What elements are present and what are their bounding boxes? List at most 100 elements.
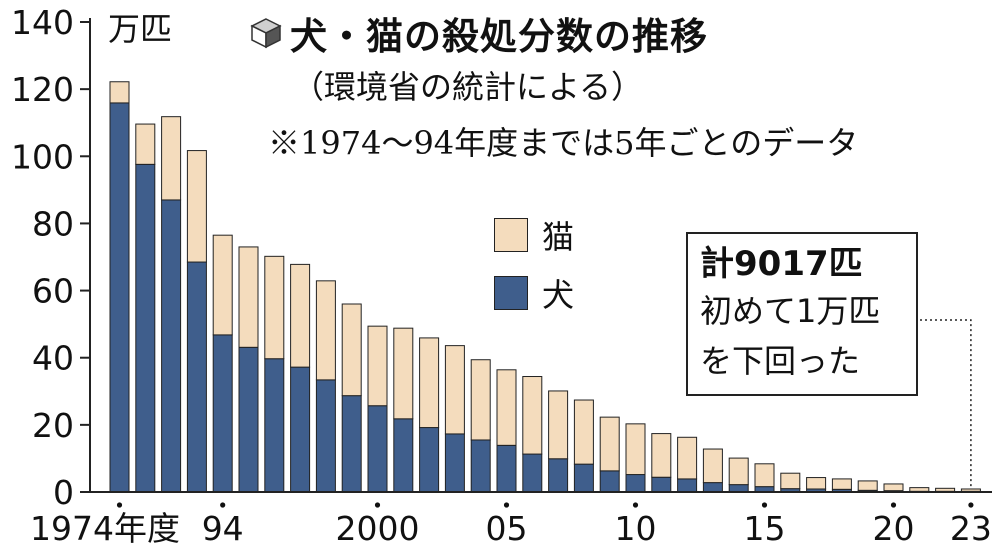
bar-cat <box>806 477 827 490</box>
bar-cat <box>470 359 491 441</box>
y-tick-label: 40 <box>32 339 74 378</box>
y-tick-label: 60 <box>32 272 74 311</box>
x-tick <box>968 502 974 508</box>
x-tick <box>503 502 510 508</box>
bar-dog <box>651 476 672 493</box>
bar-dog <box>315 379 336 493</box>
bar-cat <box>935 487 956 492</box>
bar-cat <box>548 390 569 460</box>
x-tick <box>220 502 226 508</box>
y-axis-unit: 万匹 <box>108 10 173 48</box>
bar-dog <box>728 484 749 493</box>
x-tick-label: 05 <box>486 509 528 548</box>
x-tick <box>374 502 381 508</box>
callout-leader <box>920 319 972 488</box>
bar-cat <box>419 337 440 429</box>
legend-item-cat: 猫 <box>494 212 574 258</box>
bar-cat <box>393 327 414 420</box>
bar-cat <box>315 280 336 381</box>
bar-dog <box>212 334 233 493</box>
bar-cat <box>496 369 517 446</box>
chart-note: ※1974〜94年度までは5年ごとのデータ <box>268 124 859 162</box>
bar-dog <box>290 366 311 493</box>
bar-cat <box>909 487 930 492</box>
bar-cat <box>212 234 233 336</box>
callout-line: を下回った <box>700 342 861 380</box>
bar-cat <box>238 246 259 348</box>
cube-icon <box>250 18 282 49</box>
bar-cat <box>161 116 182 201</box>
bar-dog <box>599 470 620 493</box>
bar-cat <box>780 472 801 490</box>
bar-cat <box>754 463 775 488</box>
bar-cat <box>109 81 130 104</box>
bar-dog <box>573 463 594 493</box>
bar-cat <box>857 480 878 491</box>
x-tick-label: 94 <box>202 509 244 548</box>
bar-cat <box>341 303 362 397</box>
legend-item-dog: 犬 <box>494 270 574 316</box>
bar-cat <box>831 478 852 490</box>
bar-dog <box>702 482 723 493</box>
bar-dog <box>161 199 182 493</box>
y-tick-label: 80 <box>32 204 74 243</box>
x-tick-label: 23 <box>950 509 992 548</box>
bar-dog <box>393 418 414 493</box>
bar-dog <box>470 439 491 493</box>
bar-dog <box>135 163 156 493</box>
bar-dog <box>444 433 465 493</box>
legend-label-dog: 犬 <box>542 276 575 314</box>
legend-swatch-dog <box>494 276 528 310</box>
bar-cat <box>573 399 594 465</box>
bar-dog <box>238 346 259 493</box>
bar-cat <box>444 345 465 435</box>
bar-dog <box>341 395 362 493</box>
callout-box: 計9017匹 初めて1万匹 を下回った <box>686 232 918 396</box>
bar-dog <box>522 453 543 493</box>
bar-cat <box>651 433 672 478</box>
bar-cat <box>677 436 698 480</box>
bar-cat <box>135 123 156 165</box>
legend-label-cat: 猫 <box>542 218 575 256</box>
bar-cat <box>522 376 543 455</box>
x-tick-label: 20 <box>873 509 915 548</box>
x-tick <box>116 502 123 508</box>
x-tick <box>761 502 768 508</box>
bar-dog <box>496 444 517 493</box>
y-tick-label: 0 <box>53 473 74 512</box>
legend-swatch-cat <box>494 218 528 252</box>
bar-dog <box>264 358 285 493</box>
bar-cat <box>728 457 749 486</box>
x-tick-label: 2000 <box>336 509 420 548</box>
bar-dog <box>186 261 207 493</box>
x-tick-label: 15 <box>744 509 786 548</box>
bar-cat <box>186 150 207 263</box>
bar-dog <box>625 474 646 493</box>
callout-title: 計9017匹 <box>700 244 863 284</box>
bar-cat <box>702 448 723 484</box>
bar-dog <box>367 405 388 493</box>
bar-dog <box>109 102 130 493</box>
bar-cat <box>883 483 904 492</box>
bar-cat <box>290 263 311 368</box>
chart-title-text: 犬・猫の殺処分数の推移 <box>290 15 708 58</box>
bar-cat <box>367 325 388 407</box>
callout-line: 初めて1万匹 <box>700 292 881 330</box>
bar-dog <box>419 427 440 493</box>
x-tick <box>890 502 897 508</box>
x-tick-label: 10 <box>615 509 657 548</box>
y-tick-label: 100 <box>11 137 74 176</box>
chart-source: （環境省の統計による） <box>292 68 644 106</box>
bar-cat <box>625 423 646 476</box>
bar-dog <box>548 458 569 493</box>
y-tick-label: 120 <box>11 70 74 109</box>
x-tick-label: 1974年度 <box>30 509 180 548</box>
x-tick <box>632 502 639 508</box>
bar-dog <box>677 478 698 493</box>
bar-cat <box>960 488 981 492</box>
bar-cat <box>599 416 620 472</box>
bar-cat <box>264 255 285 360</box>
y-tick-label: 140 <box>11 3 74 42</box>
chart-title: 犬・猫の殺処分数の推移 <box>250 6 708 60</box>
